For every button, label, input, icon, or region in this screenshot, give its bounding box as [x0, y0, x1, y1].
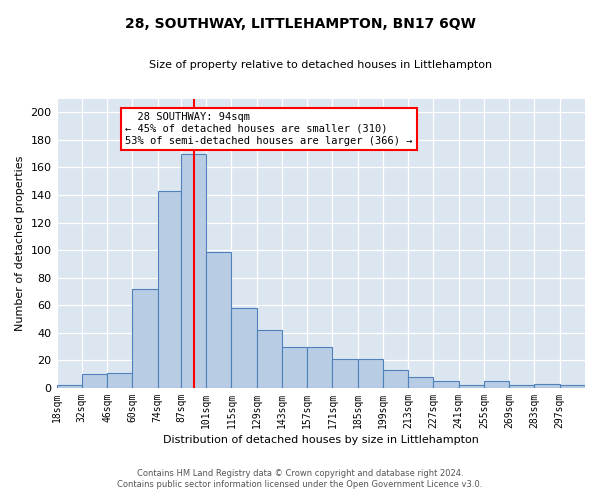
Bar — [232, 308, 257, 388]
Bar — [181, 154, 206, 388]
Bar — [459, 385, 484, 388]
X-axis label: Distribution of detached houses by size in Littlehampton: Distribution of detached houses by size … — [163, 435, 479, 445]
Bar — [484, 381, 509, 388]
Y-axis label: Number of detached properties: Number of detached properties — [15, 156, 25, 331]
Title: Size of property relative to detached houses in Littlehampton: Size of property relative to detached ho… — [149, 60, 493, 70]
Bar — [56, 385, 82, 388]
Bar — [535, 384, 560, 388]
Bar — [132, 288, 158, 388]
Text: Contains HM Land Registry data © Crown copyright and database right 2024.: Contains HM Land Registry data © Crown c… — [137, 468, 463, 477]
Text: 28 SOUTHWAY: 94sqm  
← 45% of detached houses are smaller (310)
53% of semi-deta: 28 SOUTHWAY: 94sqm ← 45% of detached hou… — [125, 112, 413, 146]
Bar — [307, 346, 332, 388]
Text: Contains public sector information licensed under the Open Government Licence v3: Contains public sector information licen… — [118, 480, 482, 489]
Bar — [257, 330, 282, 388]
Bar — [332, 359, 358, 388]
Bar — [509, 385, 535, 388]
Bar — [408, 377, 433, 388]
Bar — [560, 385, 585, 388]
Bar — [82, 374, 107, 388]
Bar — [282, 346, 307, 388]
Bar — [206, 252, 232, 388]
Bar — [358, 359, 383, 388]
Bar — [433, 381, 459, 388]
Bar — [158, 191, 181, 388]
Bar — [107, 373, 132, 388]
Bar — [383, 370, 408, 388]
Text: 28, SOUTHWAY, LITTLEHAMPTON, BN17 6QW: 28, SOUTHWAY, LITTLEHAMPTON, BN17 6QW — [125, 18, 475, 32]
